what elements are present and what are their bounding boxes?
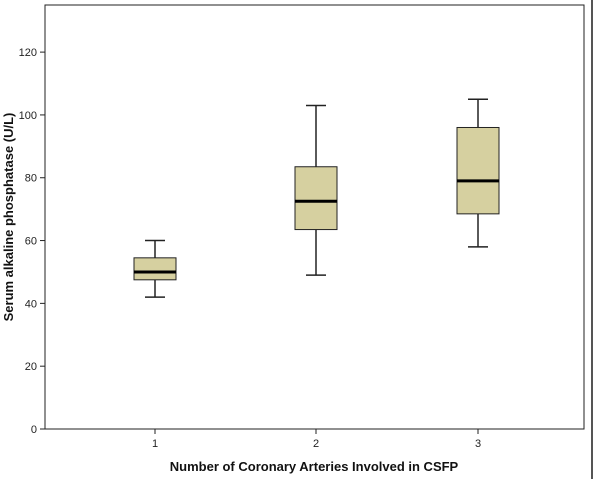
x-tick-label: 1: [152, 438, 158, 450]
iqr-box: [133, 257, 177, 281]
iqr-box: [294, 166, 338, 231]
x-axis-ticks: 1 2 3: [152, 429, 481, 450]
right-border-line: [591, 0, 593, 479]
x-axis-title: Number of Coronary Arteries Involved in …: [170, 459, 459, 474]
y-tick-label: 80: [25, 173, 37, 185]
plot-frame: [44, 4, 585, 430]
y-axis-title: Serum alkaline phosphatase (U/L): [1, 113, 16, 322]
iqr-box: [456, 126, 500, 215]
box-group-1: [133, 239, 177, 298]
y-tick-label: 20: [25, 361, 37, 373]
x-tick-label: 3: [475, 438, 481, 450]
x-tick-label: 2: [313, 438, 319, 450]
box-group-2: [294, 104, 338, 276]
y-tick-label: 40: [25, 298, 37, 310]
y-tick-label: 60: [25, 236, 37, 248]
y-axis-ticks: 0 20 40 60 80 100 120: [19, 47, 45, 436]
y-tick-label: 0: [31, 424, 37, 436]
y-tick-label: 100: [19, 110, 37, 122]
y-tick-label: 120: [19, 47, 37, 59]
box-group-3: [456, 98, 500, 248]
box-series: [133, 98, 500, 298]
